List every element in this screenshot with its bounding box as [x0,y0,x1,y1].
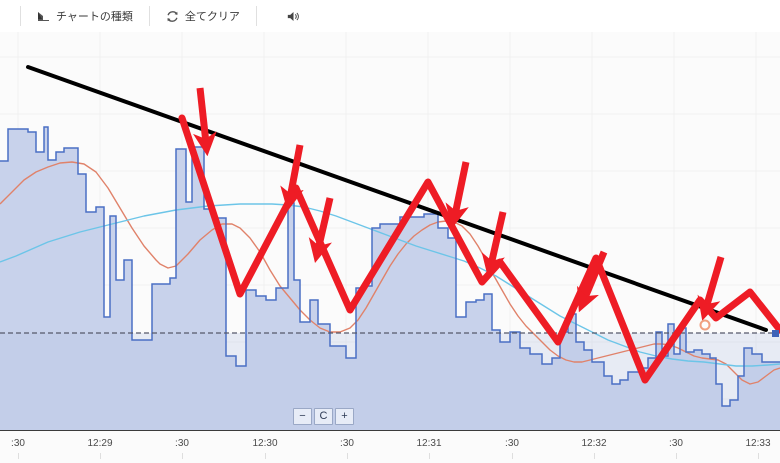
toolbar-divider [20,6,21,26]
zoom-controls: − C + [293,408,354,425]
sound-toggle-button[interactable] [271,5,322,27]
refresh-icon [166,10,179,23]
x-axis-tick-mark [182,453,183,459]
chart-type-label: チャートの種類 [56,11,133,23]
x-axis-tick-mark [100,453,101,459]
x-axis-tick-mark [429,453,430,459]
arrow-annotations [193,87,725,321]
x-axis-tick-label: 12:30 [252,438,278,449]
zoom-out-button[interactable]: − [293,408,312,425]
price-step-line [0,126,780,407]
x-axis-tick-label: 12:33 [745,438,771,449]
chart-svg [0,32,780,430]
toolbar-divider [255,6,257,26]
chart-canvas[interactable] [0,32,780,430]
chart-toolbar: チャートの種類 全てクリア [0,0,780,33]
x-axis-tick-label: :30 [175,438,189,449]
x-axis-tick-label: 12:31 [416,438,442,449]
x-axis-tick-label: 12:32 [581,438,607,449]
x-axis-tick-label: 12:29 [87,438,113,449]
zoom-reset-button[interactable]: C [314,408,333,425]
chart-type-button[interactable]: チャートの種類 [21,5,149,27]
x-axis-tick-label: :30 [11,438,25,449]
x-axis-tick-mark [594,453,595,459]
x-axis-tick-label: :30 [669,438,683,449]
toolbar-divider [148,6,150,26]
x-axis-tick-mark [265,453,266,459]
lower-shaded-band [0,333,780,430]
x-axis-tick-mark [512,453,513,459]
chart-markers [699,319,779,337]
speaker-icon [287,10,300,23]
trendline-annotation [26,65,768,332]
x-axis-tick-label: :30 [340,438,354,449]
clear-all-label: 全てクリア [184,11,240,23]
x-axis-tick-mark [676,453,677,459]
price-area-fill [0,127,780,430]
x-axis-tick-mark [758,453,759,459]
clear-all-button[interactable]: 全てクリア [150,5,256,27]
zoom-in-button[interactable]: + [335,408,354,425]
x-axis-tick-mark [18,453,19,459]
x-axis-tick-mark [347,453,348,459]
x-axis: :30 12:29 :30 12:30 :30 12:31 :30 12:32 :30 12:33 [0,430,780,463]
chart-type-icon [37,10,50,23]
x-axis-tick-label: :30 [505,438,519,449]
